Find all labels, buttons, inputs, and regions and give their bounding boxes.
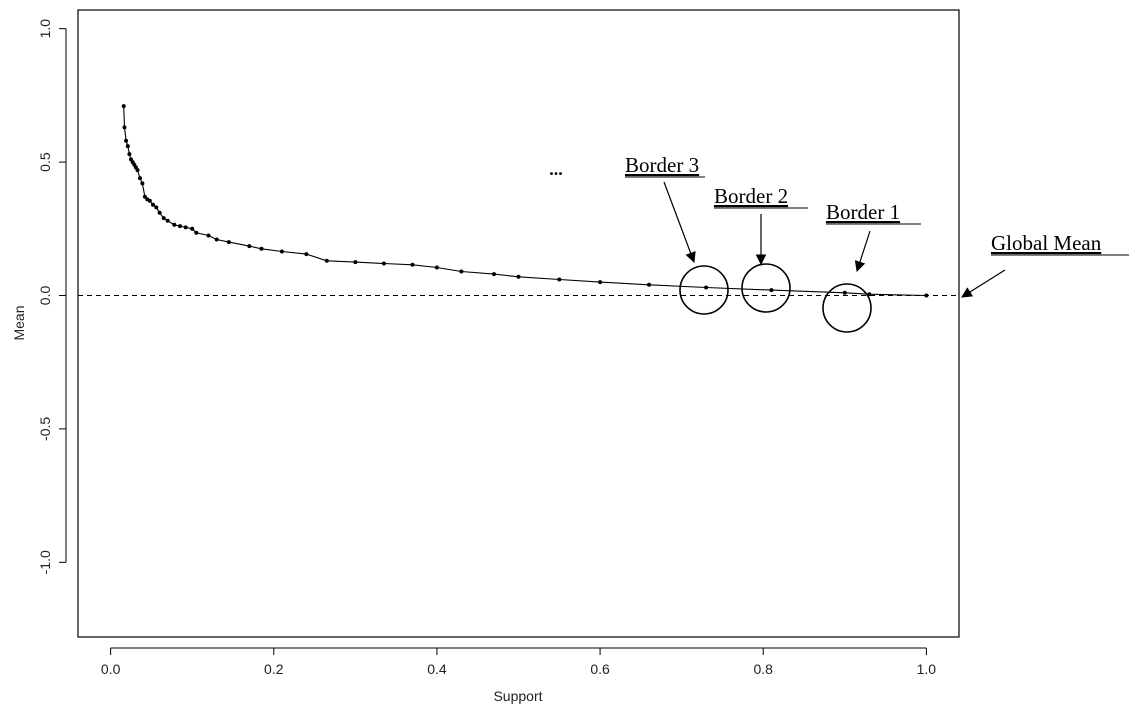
data-point <box>161 216 166 221</box>
x-tick-label: 0.4 <box>427 661 447 677</box>
data-point <box>924 293 929 298</box>
data-point <box>135 168 140 173</box>
data-point <box>151 202 155 207</box>
plot-frame <box>77 9 960 638</box>
data-point <box>434 265 439 270</box>
data-point <box>140 181 145 186</box>
border-2-label: Border 2 <box>714 184 788 208</box>
data-point <box>122 125 127 130</box>
data-point <box>183 225 188 230</box>
data-point <box>410 262 415 267</box>
annotation-layer: ... Border 3 Border 2 Border 1 Global Me… <box>549 153 1129 333</box>
data-point <box>304 252 309 257</box>
data-point <box>279 249 284 254</box>
y-axis: -1.0 -0.5 0.0 0.5 1.0 <box>37 19 67 574</box>
data-point <box>647 282 651 287</box>
data-point <box>154 205 159 210</box>
y-axis-title: Mean <box>11 305 27 340</box>
data-point <box>125 144 130 149</box>
data-point <box>598 280 603 285</box>
y-tick-label: -1.0 <box>37 550 53 574</box>
data-point <box>190 226 195 231</box>
global-mean-label: Global Mean <box>991 231 1102 255</box>
data-point <box>704 285 709 290</box>
data-point <box>516 274 521 279</box>
x-axis-title: Support <box>493 688 542 704</box>
border-1-arrow <box>854 230 871 273</box>
data-point <box>557 277 562 282</box>
data-point <box>492 272 496 277</box>
data-point <box>867 292 872 297</box>
data-point <box>124 138 129 143</box>
x-tick-label: 0.6 <box>590 661 610 677</box>
data-point <box>226 240 231 245</box>
data-point <box>381 261 386 266</box>
y-tick-label: 0.5 <box>37 152 53 172</box>
series-line <box>123 106 927 297</box>
border-1-label: Border 1 <box>826 200 900 224</box>
data-point <box>247 244 252 249</box>
data-point <box>259 246 264 251</box>
border-3-label: Border 3 <box>625 153 699 177</box>
data-point <box>324 258 329 263</box>
x-tick-label: 0.0 <box>101 661 121 677</box>
series-layer <box>121 104 929 298</box>
data-point <box>353 260 358 265</box>
data-point <box>142 194 147 199</box>
data-point <box>172 222 177 227</box>
data-point <box>842 290 847 295</box>
data-point <box>769 288 774 293</box>
border-3-circle <box>679 265 729 315</box>
data-point <box>459 269 464 274</box>
data-point <box>178 224 182 229</box>
data-point <box>138 176 142 181</box>
data-point <box>194 230 199 235</box>
y-tick-label: 0.0 <box>37 286 53 306</box>
data-point <box>214 237 219 242</box>
global-mean-arrow <box>961 269 1006 298</box>
ellipsis-annotation: ... <box>549 159 563 179</box>
data-point <box>165 218 170 223</box>
data-point <box>147 198 152 203</box>
border-2-circle <box>741 263 791 313</box>
data-point <box>206 233 211 238</box>
data-point <box>157 210 162 215</box>
x-tick-label: 1.0 <box>917 661 937 677</box>
data-point <box>127 152 132 157</box>
y-tick-label: 1.0 <box>37 19 53 39</box>
y-tick-label: -0.5 <box>37 417 53 441</box>
x-tick-label: 0.8 <box>753 661 773 677</box>
border-1-circle <box>822 283 872 333</box>
data-point <box>121 104 126 109</box>
x-axis: 0.0 0.2 0.4 0.6 0.8 1.0 <box>101 647 937 677</box>
border-3-arrow <box>663 181 696 264</box>
x-tick-label: 0.2 <box>264 661 284 677</box>
